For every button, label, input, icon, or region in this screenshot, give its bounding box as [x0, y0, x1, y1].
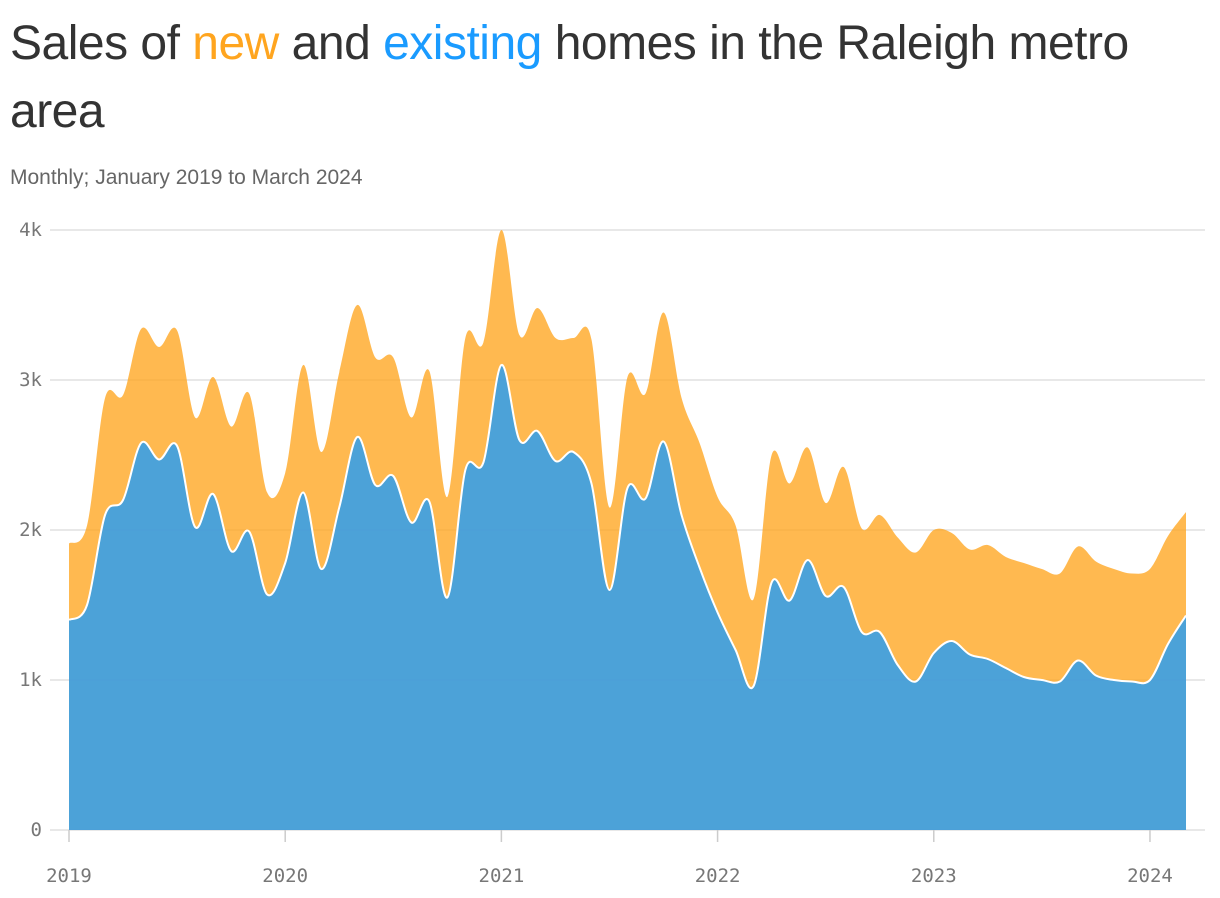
title-part2: and — [278, 17, 384, 70]
chart-title: Sales of new and existing homes in the R… — [10, 10, 1200, 146]
x-tick-label: 2024 — [1127, 865, 1173, 887]
y-tick-label: 1k — [19, 669, 42, 691]
x-tick-label: 2023 — [911, 865, 957, 887]
y-tick-label: 2k — [19, 519, 42, 541]
title-existing-word: existing — [383, 17, 542, 70]
title-part1: Sales of — [10, 17, 193, 70]
x-tick-label: 2021 — [479, 865, 525, 887]
title-part3: homes in the Raleigh metro area — [10, 17, 1129, 138]
areas — [68, 229, 1187, 830]
y-tick-label: 4k — [19, 219, 42, 241]
series-area-existing — [69, 364, 1186, 830]
title-new-word: new — [192, 17, 279, 70]
y-tick-label: 3k — [19, 369, 42, 391]
y-tick-label: 0 — [31, 819, 42, 841]
series-boundary-line — [68, 363, 1187, 690]
x-tick-label: 2020 — [262, 865, 308, 887]
x-tick-label: 2019 — [46, 865, 92, 887]
x-tick-label: 2022 — [695, 865, 741, 887]
axes: 0 1k 2k 3k 4k 2019 2020 2021 2022 2023 2024 — [19, 219, 1173, 887]
chart-subtitle: Monthly; January 2019 to March 2024 — [10, 166, 363, 189]
